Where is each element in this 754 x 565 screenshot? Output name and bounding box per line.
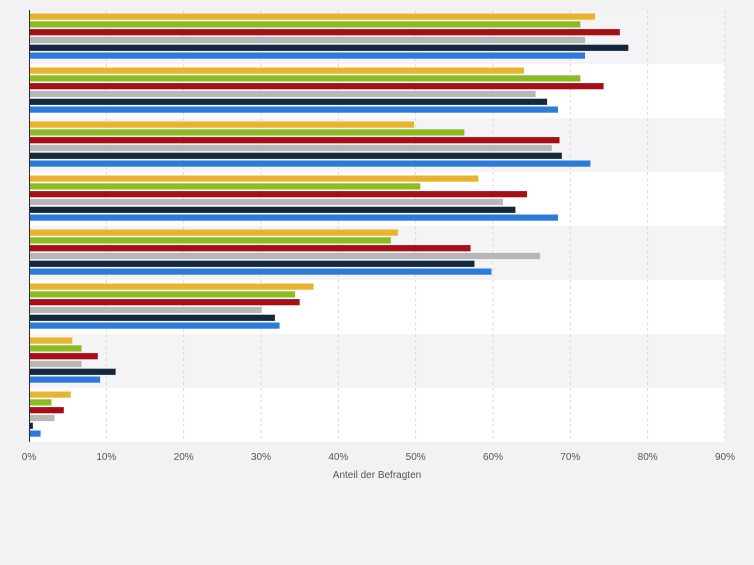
bar <box>29 306 262 314</box>
bar <box>29 52 586 59</box>
bar <box>29 83 604 90</box>
bar <box>29 245 471 252</box>
bar <box>29 422 33 429</box>
bars <box>29 13 629 437</box>
bar <box>29 391 71 398</box>
bar <box>29 353 98 360</box>
bar <box>29 291 296 298</box>
category-bands <box>29 10 725 442</box>
bar <box>29 67 524 74</box>
bar <box>29 160 591 167</box>
bar <box>29 21 581 28</box>
bar <box>29 129 465 136</box>
bar <box>29 360 82 368</box>
x-tick-label: 0% <box>22 452 37 463</box>
bar <box>29 430 41 437</box>
bar <box>29 106 558 113</box>
bar <box>29 75 581 82</box>
bar <box>29 152 562 159</box>
x-tick-label: 90% <box>715 452 735 463</box>
category-band <box>29 388 725 442</box>
bar <box>29 191 528 198</box>
bar <box>29 407 64 414</box>
bar <box>29 44 629 51</box>
bar <box>29 322 280 329</box>
bar <box>29 144 552 152</box>
x-tick-label: 60% <box>483 452 503 463</box>
bar <box>29 29 620 36</box>
x-tick-label: 10% <box>96 452 116 463</box>
bar <box>29 13 596 20</box>
x-tick-label: 80% <box>638 452 658 463</box>
bar <box>29 337 73 344</box>
x-tick-labels: 0% 10% 20% 30% 40% 50% 60% 70% 80% 90% <box>22 452 735 463</box>
bar <box>29 260 475 267</box>
bar <box>29 268 492 275</box>
bar <box>29 414 55 422</box>
x-tick-label: 70% <box>560 452 580 463</box>
bar <box>29 229 398 236</box>
bar <box>29 299 300 306</box>
category-band <box>29 334 725 388</box>
x-tick-label: 50% <box>406 452 426 463</box>
bar <box>29 399 52 406</box>
bar <box>29 283 314 290</box>
bar <box>29 198 504 206</box>
bar <box>29 121 415 128</box>
bar <box>29 345 82 352</box>
bar <box>29 36 586 44</box>
bar <box>29 314 275 321</box>
bar <box>29 368 116 375</box>
x-tick-label: 40% <box>328 452 348 463</box>
x-tick-label: 20% <box>174 452 194 463</box>
bar <box>29 214 558 221</box>
bar <box>29 237 391 244</box>
bar <box>29 90 536 98</box>
bar <box>29 137 560 144</box>
bar <box>29 175 479 182</box>
x-tick-label: 30% <box>251 452 271 463</box>
bar <box>29 206 516 213</box>
bar <box>29 183 421 190</box>
bar <box>29 376 101 383</box>
bar <box>29 252 541 260</box>
x-axis-label: Anteil der Befragten <box>333 470 421 481</box>
bar <box>29 98 548 105</box>
